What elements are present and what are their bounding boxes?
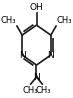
Text: OH: OH <box>30 3 43 12</box>
Text: N: N <box>19 51 26 60</box>
Text: N: N <box>47 51 54 60</box>
Text: N: N <box>33 73 40 82</box>
Text: CH₃: CH₃ <box>57 16 72 25</box>
Text: CH₃: CH₃ <box>1 16 16 25</box>
Text: CH₃: CH₃ <box>35 86 51 95</box>
Text: CH₃: CH₃ <box>22 86 38 95</box>
